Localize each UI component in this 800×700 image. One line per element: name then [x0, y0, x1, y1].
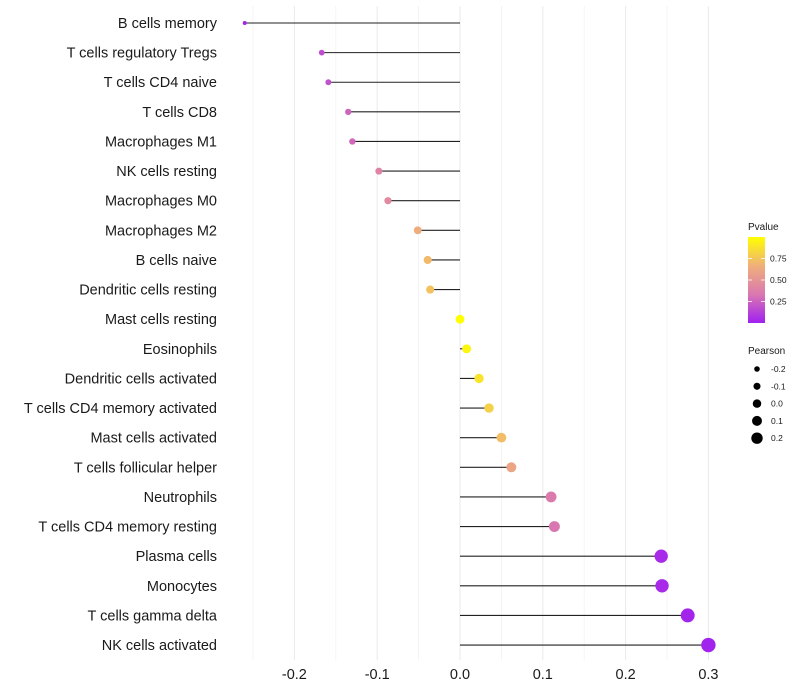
x-tick-label: 0.3 — [698, 667, 718, 683]
lollipop-dot — [423, 255, 432, 265]
y-category-label: T cells gamma delta — [88, 608, 218, 624]
y-category-label: B cells memory — [118, 16, 218, 32]
size-legend-dot — [751, 432, 763, 444]
x-tick-label: 0.2 — [616, 667, 636, 683]
y-category-label: T cells CD4 memory resting — [38, 520, 217, 536]
legend-pearson: Pearson -0.2 -0.1 0.0 0.1 0.2 — [748, 346, 786, 444]
lollipop-dot — [701, 637, 716, 653]
y-category-label: T cells CD4 memory activated — [24, 401, 217, 417]
size-legend-dot — [752, 399, 762, 408]
lollipop-dot — [242, 21, 247, 25]
lollipop-dot — [655, 579, 669, 593]
size-legend-label: -0.2 — [771, 364, 786, 374]
x-tick-label: 0.0 — [450, 667, 470, 683]
lollipop-dot — [548, 521, 560, 533]
lollipop-dot — [474, 373, 484, 384]
legend-pvalue: Pvalue 0.25 0.50 0.75 — [748, 222, 787, 323]
size-legend-dot — [754, 366, 760, 372]
y-category-label: Macrophages M0 — [105, 194, 217, 210]
y-axis-labels: B cells memory T cells regulatory Tregs T… — [24, 16, 218, 654]
lollipop-dot — [318, 49, 325, 56]
lollipop-dot — [375, 167, 383, 175]
lollipop-dot — [545, 491, 557, 503]
stems — [244, 22, 709, 646]
x-tick-label: -0.1 — [365, 667, 390, 683]
legend-pearson-title: Pearson — [748, 346, 785, 357]
y-category-label: T cells CD4 naive — [104, 75, 217, 91]
legend-pvalue-title: Pvalue — [748, 222, 779, 233]
size-legend-dot — [753, 382, 761, 390]
lollipop-dot — [680, 608, 695, 623]
lollipop-dot — [455, 314, 465, 324]
y-category-label: T cells follicular helper — [74, 460, 217, 476]
colorbar-tick-label: 0.75 — [770, 254, 787, 264]
size-legend-dot — [752, 415, 762, 426]
size-legend-label: 0.1 — [771, 416, 783, 426]
y-category-label: T cells CD8 — [142, 105, 217, 121]
legend-colorbar — [748, 237, 765, 323]
y-category-label: T cells regulatory Tregs — [67, 46, 217, 62]
x-tick-label: 0.1 — [533, 667, 553, 683]
size-legend-label: 0.0 — [771, 399, 783, 409]
lollipop-dot — [325, 79, 332, 86]
y-category-label: Plasma cells — [136, 549, 217, 565]
y-category-label: NK cells activated — [102, 638, 217, 654]
dots — [242, 21, 716, 653]
y-category-label: Macrophages M2 — [105, 223, 217, 239]
lollipop-dot — [484, 403, 494, 413]
lollipop-dot — [654, 549, 668, 563]
y-category-label: Dendritic cells resting — [79, 283, 217, 299]
lollipop-dot — [462, 344, 472, 354]
y-category-label: Macrophages M1 — [105, 134, 217, 150]
x-axis-ticks: -0.2 -0.1 0.0 0.1 0.2 0.3 — [282, 667, 719, 683]
y-category-label: B cells naive — [136, 253, 217, 269]
grid-lines — [252, 6, 709, 660]
x-tick-label: -0.2 — [282, 667, 307, 683]
y-category-label: Neutrophils — [144, 490, 217, 506]
lollipop-dot — [349, 138, 356, 145]
colorbar-tick-label: 0.25 — [770, 297, 787, 307]
colorbar-tick-label: 0.50 — [770, 275, 787, 285]
size-legend-label: -0.1 — [771, 381, 786, 391]
lollipop-dot — [506, 462, 517, 473]
y-category-label: Mast cells activated — [90, 431, 217, 447]
lollipop-dot — [426, 285, 435, 294]
lollipop-dot — [345, 108, 352, 116]
y-category-label: Mast cells resting — [105, 312, 217, 328]
lollipop-dot — [413, 226, 422, 235]
y-category-label: Monocytes — [147, 579, 217, 595]
lollipop-dot — [384, 197, 392, 205]
lollipop-dot — [496, 432, 507, 443]
y-category-label: NK cells resting — [116, 164, 217, 180]
y-category-label: Dendritic cells activated — [65, 371, 217, 387]
size-legend-label: 0.2 — [771, 433, 783, 443]
y-category-label: Eosinophils — [143, 342, 217, 358]
